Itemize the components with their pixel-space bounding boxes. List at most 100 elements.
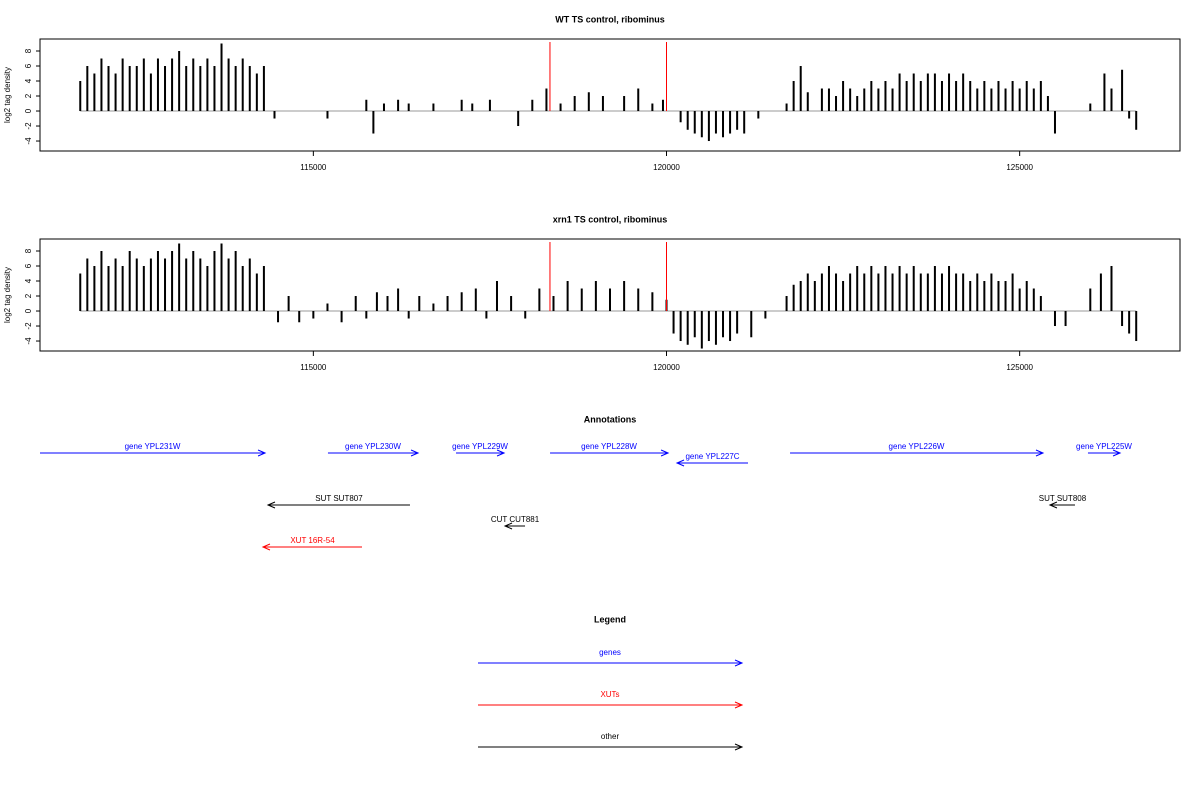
bar — [386, 296, 389, 312]
bar — [1121, 311, 1124, 327]
bar — [1099, 273, 1102, 312]
bar — [149, 258, 152, 312]
bar — [912, 266, 915, 312]
bar — [743, 111, 746, 134]
annotation-label: gene YPL227C — [685, 452, 739, 461]
bar — [312, 311, 315, 319]
bar — [1121, 69, 1124, 112]
bar — [856, 266, 859, 312]
bar — [1053, 311, 1056, 327]
bar — [594, 281, 597, 312]
bar — [531, 99, 534, 112]
bar — [962, 273, 965, 312]
bar — [722, 311, 725, 338]
bar — [372, 111, 375, 134]
bar — [93, 73, 96, 112]
bar — [234, 251, 237, 312]
bar — [750, 311, 753, 338]
bar — [637, 288, 640, 312]
bar — [326, 303, 329, 312]
bar — [827, 266, 830, 312]
bar — [128, 66, 131, 112]
bar — [877, 273, 880, 312]
bar — [199, 258, 202, 312]
bar — [365, 311, 368, 319]
bar — [799, 281, 802, 312]
bar — [255, 273, 258, 312]
bar — [792, 81, 795, 112]
bar — [806, 273, 809, 312]
bar — [714, 311, 717, 345]
bar — [432, 303, 435, 312]
bar — [545, 88, 548, 112]
y-axis-label: log2 tag density — [3, 67, 12, 123]
bar — [1004, 281, 1007, 312]
bar — [806, 92, 809, 112]
bar — [729, 111, 732, 134]
bar — [905, 273, 908, 312]
bar — [538, 288, 541, 312]
bar — [729, 311, 732, 342]
y-tick-label: -2 — [24, 322, 33, 330]
bar — [948, 73, 951, 112]
bar — [849, 273, 852, 312]
bar — [785, 103, 788, 112]
bar — [460, 292, 463, 312]
bar — [241, 58, 244, 112]
bar — [1089, 103, 1092, 112]
bar — [962, 73, 965, 112]
bar — [1089, 288, 1092, 312]
bar — [213, 66, 216, 112]
bar — [192, 58, 195, 112]
bar — [488, 99, 491, 112]
bar — [919, 273, 922, 312]
bar — [206, 58, 209, 112]
bar — [764, 311, 767, 319]
bar — [849, 88, 852, 112]
bar — [1039, 296, 1042, 312]
bar — [156, 58, 159, 112]
bar — [114, 73, 117, 112]
bar — [1135, 111, 1138, 130]
bar — [955, 81, 958, 112]
bar — [891, 273, 894, 312]
annotation-label: gene YPL228W — [581, 442, 637, 451]
bar — [86, 258, 89, 312]
bar — [623, 96, 626, 112]
bar — [1018, 88, 1021, 112]
bar — [485, 311, 488, 319]
bar — [813, 281, 816, 312]
annotation-label: XUT 16R-54 — [290, 536, 335, 545]
plot-box — [39, 38, 1181, 152]
x-tick-label: 125000 — [1006, 363, 1033, 372]
bar — [1103, 73, 1106, 112]
bar — [736, 311, 739, 334]
bar — [997, 81, 1000, 112]
bar — [298, 311, 301, 323]
bar — [856, 96, 859, 112]
legend-title: Legend — [594, 614, 626, 624]
bar — [142, 58, 145, 112]
bar — [1128, 311, 1131, 334]
bar — [1025, 81, 1028, 112]
annotation-label: SUT SUT807 — [315, 494, 363, 503]
bar — [418, 296, 421, 312]
bar — [107, 266, 110, 312]
bar — [707, 111, 710, 142]
bar — [1025, 281, 1028, 312]
bar — [693, 111, 696, 134]
bar — [580, 288, 583, 312]
bar — [679, 111, 682, 123]
bar — [248, 66, 251, 112]
bar — [1039, 81, 1042, 112]
bar — [559, 103, 562, 112]
annotation-arrow — [1087, 449, 1122, 457]
bar — [693, 311, 696, 338]
annotation-arrow — [550, 449, 670, 457]
bar — [661, 99, 664, 112]
bar — [672, 311, 675, 334]
chart-title: WT TS control, ribominus — [555, 14, 665, 24]
x-tick-label: 115000 — [300, 363, 327, 372]
bar — [714, 111, 717, 134]
